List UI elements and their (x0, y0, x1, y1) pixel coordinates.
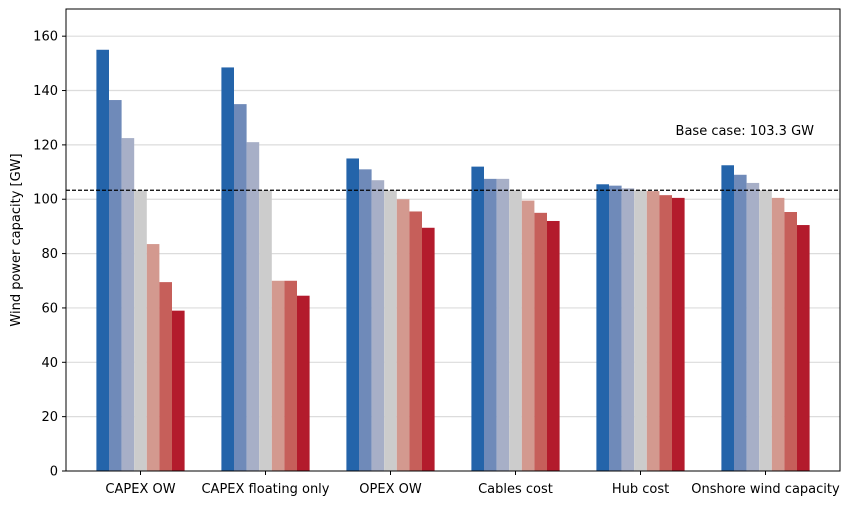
y-tick-label: 80 (41, 247, 58, 262)
bar (221, 67, 234, 471)
bar (246, 142, 260, 471)
bar (521, 200, 535, 471)
bar (284, 280, 297, 471)
bar (146, 244, 160, 471)
bar (547, 220, 560, 471)
bar (646, 191, 660, 472)
bar (609, 185, 622, 471)
grid-lines (66, 35, 840, 418)
bar (172, 310, 185, 471)
bar (509, 190, 522, 471)
bar (396, 199, 410, 471)
x-tick-label: Cables cost (478, 482, 553, 497)
bar (109, 100, 122, 472)
bar (734, 174, 747, 471)
bar (621, 188, 635, 472)
plot-frame (65, 8, 841, 472)
bar (96, 49, 109, 471)
x-tick-label: Hub cost (612, 482, 669, 497)
x-tick-label: OPEX OW (359, 482, 422, 497)
y-axis-label: Wind power capacity [GW] (9, 153, 24, 326)
y-tick-label: 60 (41, 301, 58, 316)
bar (784, 212, 797, 471)
bar (384, 190, 397, 471)
x-tick-label: CAPEX floating only (201, 482, 329, 497)
bar (121, 138, 135, 471)
bar (634, 190, 647, 471)
bar (371, 180, 385, 471)
bar (797, 225, 810, 471)
bar (297, 295, 310, 471)
y-tick-label: 0 (50, 465, 58, 480)
y-tick-label: 40 (41, 356, 58, 371)
bar (134, 190, 147, 471)
bar (746, 182, 760, 471)
bar (422, 227, 435, 471)
y-tick-label: 160 (33, 30, 58, 45)
bar (159, 282, 172, 471)
y-tick-label: 120 (33, 138, 58, 153)
x-tick-label: Onshore wind capacity (691, 482, 840, 497)
bar (271, 280, 285, 471)
bar (471, 166, 484, 471)
bar (346, 158, 359, 471)
x-axis-ticks: CAPEX OW CAPEX floating only OPEX OW Cables… (105, 471, 840, 497)
bars (96, 49, 810, 472)
base-case-label: Base case: 103.3 GW (676, 124, 815, 139)
bar (596, 184, 609, 471)
bar (484, 178, 497, 471)
bar (534, 212, 547, 471)
y-tick-label: 100 (33, 193, 58, 208)
bar (259, 190, 272, 471)
bar (234, 104, 247, 471)
bar (771, 197, 785, 471)
x-tick-label: CAPEX OW (105, 482, 175, 497)
y-axis-ticks: 0 20 40 60 80 100 120 140 160 (33, 30, 66, 480)
y-tick-label: 20 (41, 410, 58, 425)
bar (659, 195, 672, 472)
bar (672, 197, 685, 471)
bar (496, 178, 510, 471)
bar (721, 165, 734, 471)
bar (359, 169, 372, 471)
bar (409, 211, 422, 471)
bar (759, 190, 772, 471)
y-tick-label: 140 (33, 84, 58, 99)
